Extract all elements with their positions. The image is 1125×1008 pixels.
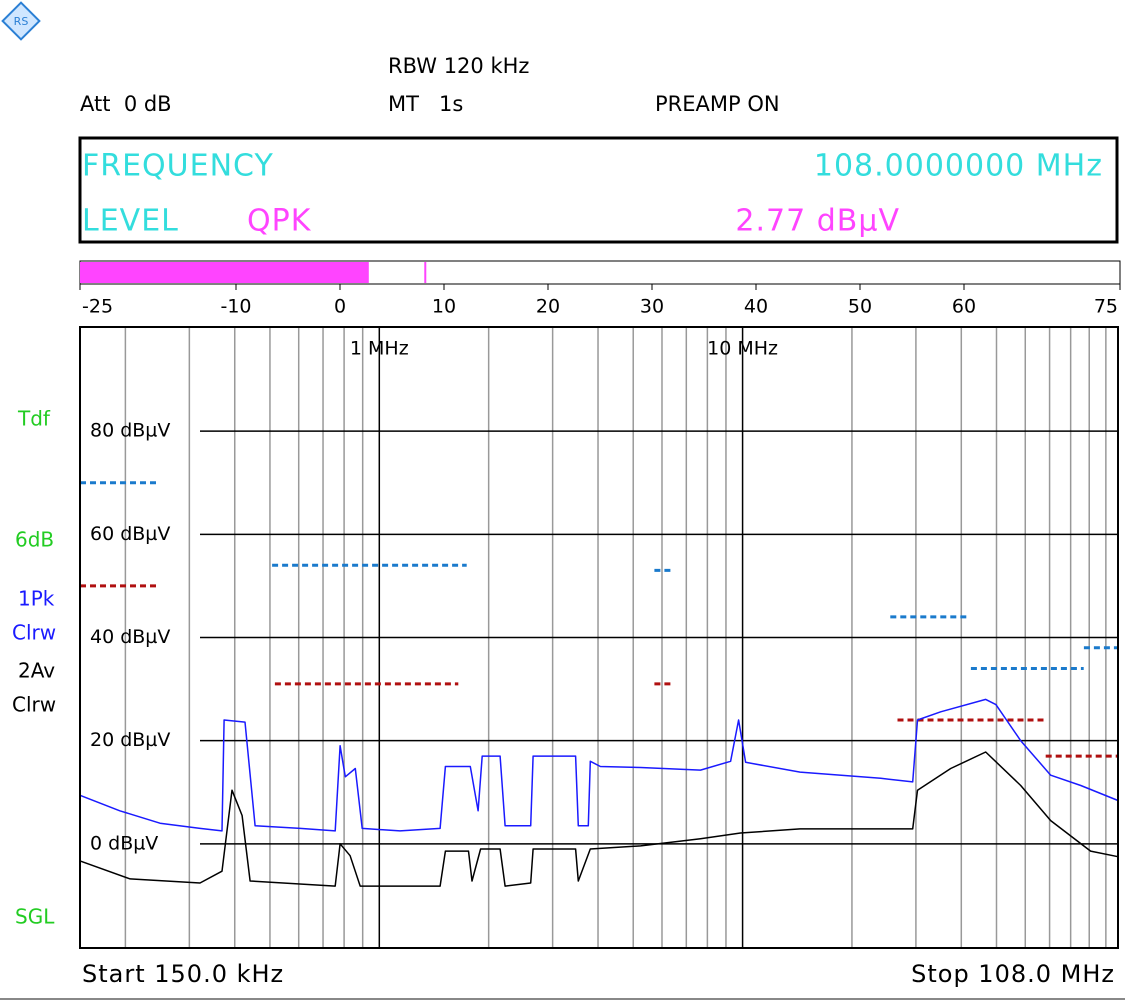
gauge-tick-label: -10: [220, 296, 251, 318]
gauge-tick-label: 20: [536, 296, 560, 318]
side-label: SGL: [15, 905, 55, 929]
readout-box: [78, 136, 1119, 244]
rbw: RBW 120 kHz: [388, 54, 529, 78]
plot-border: [79, 326, 1119, 949]
gauge-tick-label: 30: [640, 296, 664, 318]
y-tick-label: 60 dBµV: [90, 523, 170, 545]
svg-text:RS: RS: [14, 15, 29, 28]
y-tick-label: 0 dBµV: [90, 832, 158, 854]
measure-time: MT 1s: [388, 92, 463, 116]
side-label: Tdf: [17, 407, 51, 431]
legend-name: 1Pk: [18, 587, 55, 611]
frequency-value: 108.0000000 MHz: [814, 149, 1103, 184]
y-tick-label: 40 dBµV: [90, 626, 170, 648]
preamp: PREAMP ON: [655, 92, 780, 116]
level-value: 2.77 dBµV: [735, 204, 900, 239]
limit-line: [80, 584, 1118, 758]
gauge-tick-label: 75: [1094, 296, 1118, 318]
attenuation: Att 0 dB: [80, 92, 172, 116]
legend-mode: Clrw: [12, 621, 56, 645]
gauge-tick-label: 10: [432, 296, 456, 318]
detector: QPK: [247, 204, 312, 239]
gauge-tick-label: 0: [334, 296, 346, 318]
start-label: Start 150.0 kHz: [82, 960, 284, 988]
gauge-tick-label: 60: [952, 296, 976, 318]
gauge-tick-label: -25: [82, 296, 113, 318]
x-tick-label: 10 MHz: [707, 338, 778, 360]
level-label: LEVEL: [82, 204, 179, 239]
trace: [79, 751, 1119, 887]
y-tick-label: 80 dBµV: [90, 420, 170, 442]
gauge-tick-label: 40: [744, 296, 768, 318]
side-label: 6dB: [15, 528, 54, 552]
trace: [79, 698, 1119, 832]
logo: RS: [1, 1, 41, 41]
grid: 1 MHz 10 MHz 0 dBµV 20 dBµV 40 dBµV 60 dBµV 80…: [90, 328, 1118, 947]
gauge-tick-label: 50: [848, 296, 872, 318]
gauge-bar: [80, 262, 369, 283]
legend-mode: Clrw: [12, 693, 56, 717]
legend-name: 2Av: [18, 659, 55, 683]
traces: [79, 481, 1119, 887]
stop-label: Stop 108.0 MHz: [911, 960, 1115, 988]
x-tick-label: 1 MHz: [350, 338, 409, 360]
y-tick-label: 20 dBµV: [90, 729, 170, 751]
frequency-label: FREQUENCY: [82, 149, 274, 184]
